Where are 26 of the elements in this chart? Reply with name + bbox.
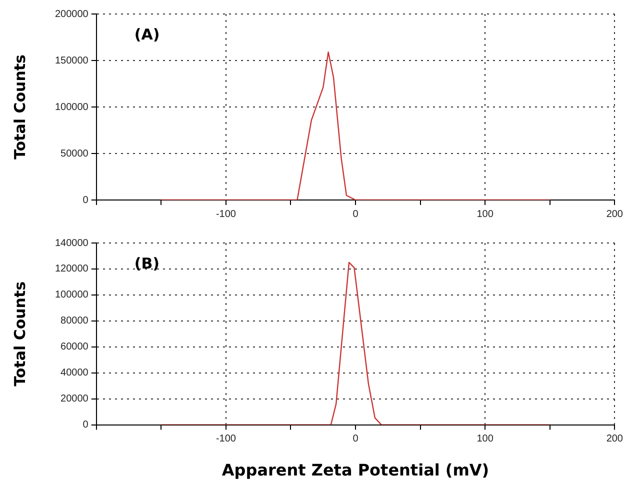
- y-tick-label: 140000: [54, 238, 89, 249]
- x-tick-label: 0: [352, 208, 359, 220]
- y-axis-title: Total Counts: [10, 54, 29, 160]
- x-tick-label: 200: [606, 208, 624, 220]
- y-tick-label: 120000: [54, 264, 89, 275]
- x-tick-label: -100: [216, 208, 236, 220]
- y-axis-title: Total Counts: [10, 281, 29, 386]
- x-tick-label: -100: [216, 434, 236, 445]
- y-tick-label: 40000: [60, 368, 89, 379]
- y-tick-label: 0: [82, 194, 89, 206]
- x-tick-label: 0: [352, 434, 359, 445]
- annotation: (A): [134, 25, 160, 44]
- y-tick-label: 80000: [60, 316, 89, 327]
- y-tick-label: 60000: [60, 342, 89, 353]
- y-tick-label: 0: [82, 420, 89, 431]
- y-tick-label: 100000: [54, 102, 89, 113]
- x-tick-label: 100: [476, 434, 494, 445]
- x-axis-title: Apparent Zeta Potential (mV): [222, 460, 490, 480]
- y-tick-label: 150000: [54, 55, 89, 66]
- y-tick-label: 200000: [54, 8, 89, 20]
- y-tick-label: 100000: [54, 290, 89, 301]
- x-tick-label: 200: [606, 434, 624, 445]
- annotation: (B): [134, 254, 160, 272]
- y-tick-label: 20000: [60, 394, 89, 405]
- x-tick-label: 100: [476, 208, 494, 220]
- y-tick-label: 50000: [60, 148, 89, 160]
